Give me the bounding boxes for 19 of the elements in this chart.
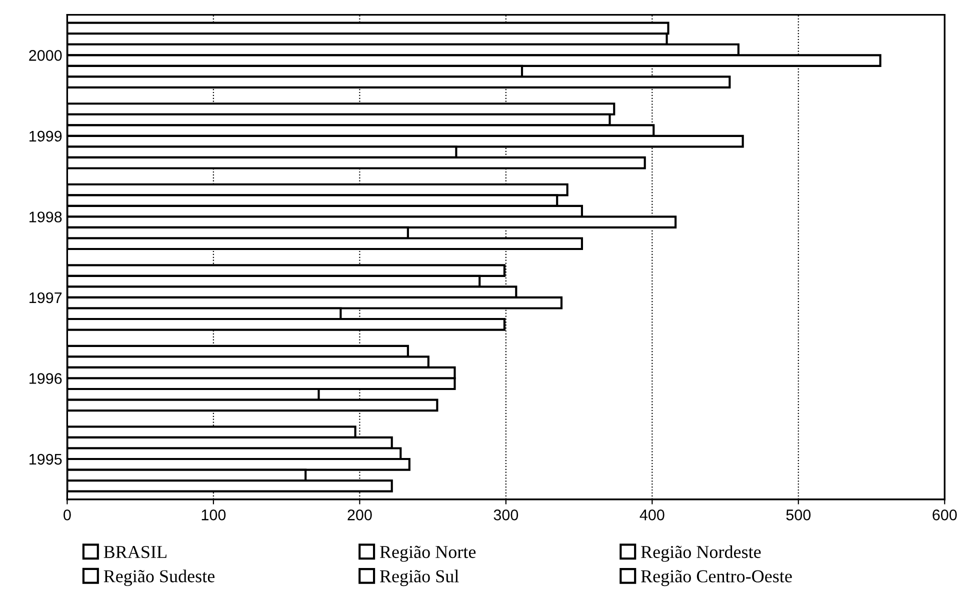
legend-label: BRASIL [104,546,166,558]
x-tick-label: 200 [348,510,372,520]
legend-label: Região Sul [380,570,459,586]
y-tick-label: 1995 [30,454,62,465]
x-tick-label: 300 [494,510,518,520]
legend-label: Região Nordeste [641,545,761,562]
legend-label: Região Sudeste [104,570,215,586]
x-tick-label: 600 [932,510,957,520]
x-tick-label: 100 [202,510,226,520]
y-tick-label: 2000 [29,50,62,61]
legend-label: Região Norte [380,546,476,562]
y-tick-label: 1998 [30,212,62,222]
y-tick-label: 1999 [30,130,62,142]
x-tick-label: 400 [640,510,664,520]
x-tick-label: 500 [786,510,811,520]
x-tick-label: 0 [64,510,71,520]
y-tick-label: 1997 [30,292,62,304]
y-tick-label: 1996 [30,373,62,384]
legend-label: Região Centro-Oeste [641,570,792,586]
